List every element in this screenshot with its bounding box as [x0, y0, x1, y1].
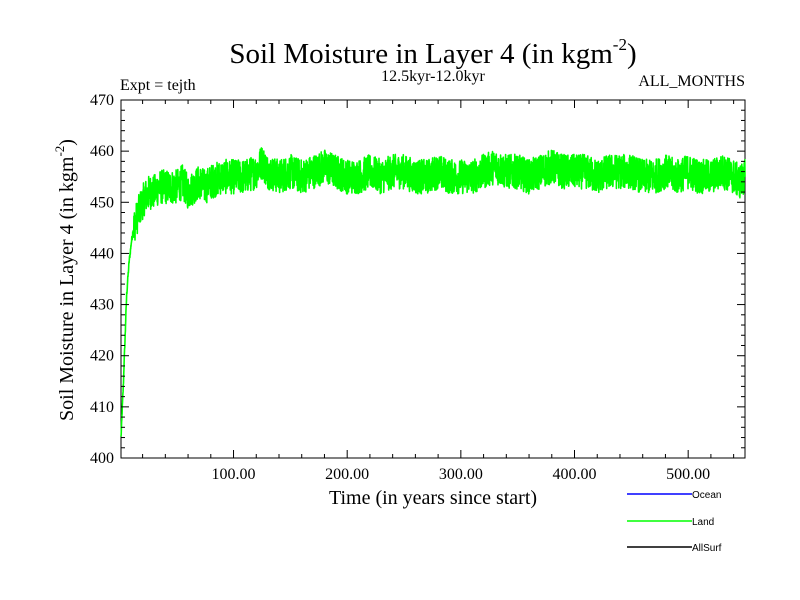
y-tick-label: 450: [90, 194, 114, 211]
legend-label-allsurf: AllSurf: [692, 543, 722, 554]
legend: Ocean Land AllSurf: [627, 490, 722, 554]
x-tick-label: 400.00: [553, 466, 597, 483]
expt-label: Expt = tejth: [120, 77, 196, 94]
y-axis-label: Soil Moisture in Layer 4 (in kgm-2): [52, 139, 78, 421]
y-tick-label: 460: [90, 143, 114, 160]
plot-frame: [120, 99, 746, 459]
chart-subtitle: 12.5kyr-12.0kyr: [381, 68, 485, 85]
x-tick-label: 200.00: [325, 466, 369, 483]
legend-label-ocean: Ocean: [692, 490, 721, 501]
x-axis-label: Time (in years since start): [329, 487, 537, 509]
y-tick-label: 400: [90, 450, 114, 467]
y-tick-label: 410: [90, 399, 114, 416]
x-tick-label: 300.00: [439, 466, 483, 483]
series-group: [120, 147, 746, 437]
series-line-land: [120, 147, 746, 437]
x-axis: 100.00 200.00 300.00 400.00 500.00: [142, 100, 735, 483]
y-tick-label: 440: [90, 245, 114, 262]
y-tick-label: 420: [90, 348, 114, 365]
x-tick-label: 100.00: [212, 466, 256, 483]
y-tick-label: 430: [90, 297, 114, 314]
legend-label-land: Land: [692, 517, 714, 528]
chart-title: Soil Moisture in Layer 4 (in kgm-2): [229, 35, 636, 70]
months-label: ALL_MONTHS: [638, 73, 745, 90]
x-tick-label: 500.00: [666, 466, 710, 483]
y-tick-label: 470: [90, 92, 114, 109]
y-axis: 400 410 420 430 440 450 460 470: [90, 92, 745, 467]
